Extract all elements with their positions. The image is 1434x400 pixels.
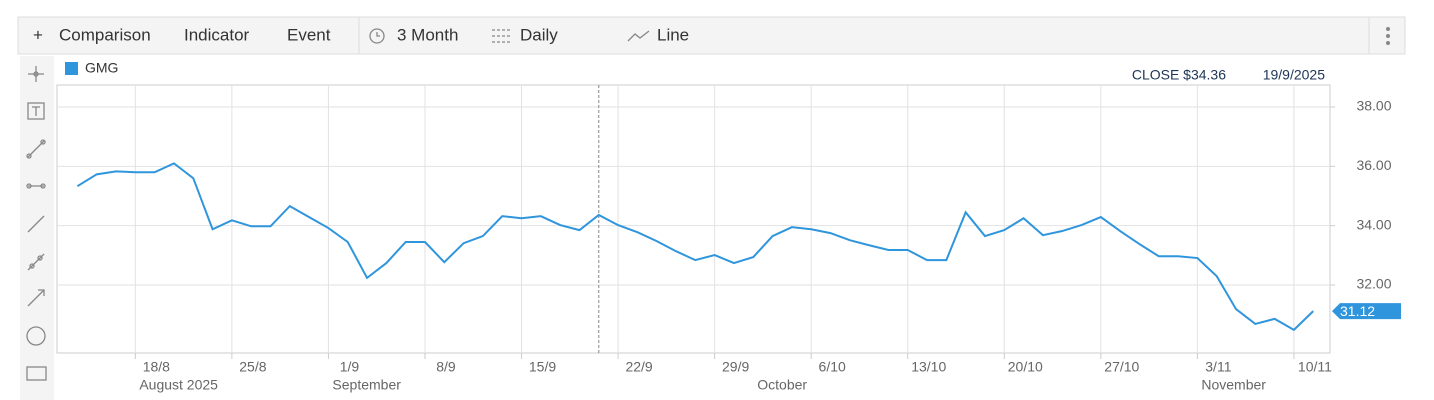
crosshair-date: 19/9/2025: [1263, 67, 1325, 83]
clock-icon: [369, 28, 385, 44]
legend-label[interactable]: GMG: [85, 60, 118, 76]
x-tick-label: 27/10: [1104, 359, 1139, 375]
last-value-badge: [1332, 303, 1401, 320]
plot-frame: [56, 84, 1331, 354]
x-tick-label: 15/9: [529, 359, 556, 375]
y-tick-label: 34.00: [1356, 216, 1391, 232]
x-tick-label: 22/9: [625, 359, 652, 375]
price-line: [76, 162, 1314, 332]
x-tick-label: 18/8: [143, 359, 170, 375]
x-tick-label: 20/10: [1008, 359, 1043, 375]
event-button[interactable]: Event: [287, 25, 331, 44]
drawing-tools[interactable]: [26, 66, 47, 381]
x-tick-label: 3/11: [1205, 359, 1231, 375]
plus-icon[interactable]: +: [33, 25, 43, 44]
y-tick-label: 32.00: [1356, 276, 1391, 292]
clock-icon: [376, 32, 380, 37]
y-tick-label: 36.00: [1356, 157, 1391, 173]
x-tick-label: 29/9: [722, 359, 749, 375]
month-label: November: [1201, 377, 1266, 393]
x-tick-label: 6/10: [819, 359, 846, 375]
x-tick-label: 1/9: [340, 359, 360, 375]
interval-icon: [492, 29, 510, 43]
crosshair-close: CLOSE $34.36: [1132, 67, 1226, 83]
interval-button[interactable]: Daily: [520, 25, 558, 44]
last-value-label: 31.12: [1340, 303, 1375, 319]
x-tick-label: 13/10: [911, 359, 946, 375]
range-button[interactable]: 3 Month: [397, 25, 458, 44]
drawing-toolbar: [20, 56, 54, 400]
comparison-button[interactable]: Comparison: [59, 25, 151, 44]
x-tick-label: 10/11: [1298, 359, 1332, 375]
indicator-button[interactable]: Indicator: [184, 25, 250, 44]
toolbar: [17, 16, 1406, 55]
chart-type-button[interactable]: Line: [657, 25, 689, 44]
x-tick-label: 25/8: [239, 359, 266, 375]
month-label: September: [332, 377, 401, 393]
y-tick-label: 38.00: [1356, 98, 1391, 114]
month-label: October: [757, 377, 807, 393]
menu-icon[interactable]: [1386, 27, 1390, 45]
line-icon: [627, 30, 650, 42]
legend-swatch: [65, 62, 78, 75]
x-tick-label: 8/9: [436, 359, 456, 375]
month-label: August 2025: [139, 377, 218, 393]
